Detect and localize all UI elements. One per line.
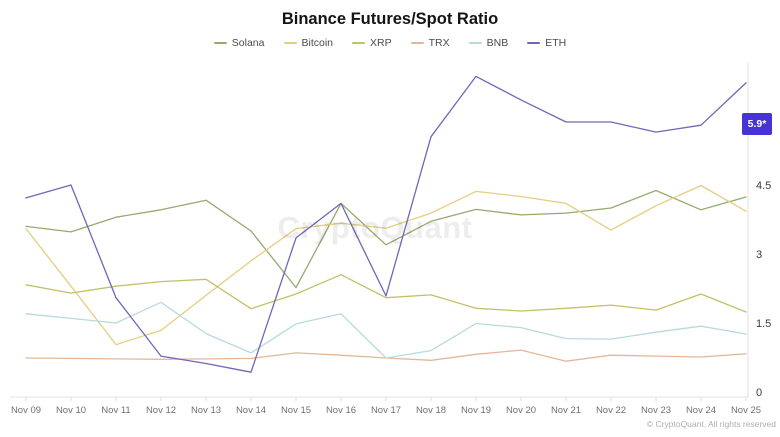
- x-axis-label: Nov 18: [416, 405, 446, 416]
- x-axis-label: Nov 11: [101, 405, 130, 416]
- bnb-series-swatch: [468, 42, 482, 44]
- latest-value-badge: 5.9*: [742, 113, 772, 135]
- legend-item-bnb[interactable]: BNB: [468, 37, 509, 49]
- eth-series-swatch: [527, 42, 541, 44]
- y-axis-label: 4.5: [756, 180, 771, 192]
- legend-item-solana[interactable]: Solana: [213, 37, 265, 49]
- legend: Solana Bitcoin XRP TRX BNB ETH: [0, 37, 780, 49]
- x-axis-label: Nov 22: [596, 405, 626, 416]
- x-axis-label: Nov 23: [641, 405, 671, 416]
- trx-series-swatch: [410, 42, 424, 44]
- x-axis-label: Nov 16: [326, 405, 356, 416]
- legend-label: XRP: [370, 37, 392, 49]
- series-line-solana: [25, 189, 747, 289]
- series-line-eth: [25, 75, 747, 373]
- legend-label: TRX: [428, 37, 450, 49]
- legend-label: BNB: [486, 37, 509, 49]
- x-axis-label: Nov 21: [551, 405, 581, 416]
- legend-item-bitcoin[interactable]: Bitcoin: [283, 37, 334, 49]
- legend-item-trx[interactable]: TRX: [410, 37, 450, 49]
- legend-label: ETH: [545, 37, 567, 49]
- series-line-xrp: [25, 274, 747, 313]
- x-axis-label: Nov 10: [56, 405, 86, 416]
- x-axis-label: Nov 20: [506, 405, 536, 416]
- x-axis-label: Nov 13: [191, 405, 221, 416]
- legend-label: Solana: [231, 37, 265, 49]
- chart-title: Binance Futures/Spot Ratio: [281, 10, 499, 28]
- x-axis-label: Nov 14: [236, 405, 266, 416]
- x-axis-label: Nov 15: [281, 405, 311, 416]
- series-line-bitcoin: [25, 184, 747, 346]
- x-axis-label: Nov 12: [146, 405, 176, 416]
- x-axis-label: Nov 09: [11, 405, 41, 416]
- series-line-bnb: [25, 301, 747, 359]
- y-axis-label: 3: [756, 249, 762, 261]
- solana-series-swatch: [213, 42, 227, 44]
- x-axis-label: Nov 19: [461, 405, 491, 416]
- legend-label: Bitcoin: [301, 37, 334, 49]
- y-axis-label: 0: [756, 387, 762, 399]
- legend-item-eth[interactable]: ETH: [527, 37, 566, 49]
- xrp-series-swatch: [352, 42, 366, 44]
- x-axis-label: Nov 17: [371, 405, 401, 416]
- y-axis-label: 1.5: [756, 318, 771, 330]
- x-axis-label: Nov 24: [686, 405, 716, 416]
- bitcoin-series-swatch: [283, 42, 297, 44]
- series-line-trx: [25, 349, 747, 362]
- legend-item-xrp[interactable]: XRP: [352, 37, 392, 49]
- x-axis-label: Nov 25: [731, 405, 761, 416]
- copyright-notice: © CryptoQuant. All rights reserved: [646, 419, 776, 429]
